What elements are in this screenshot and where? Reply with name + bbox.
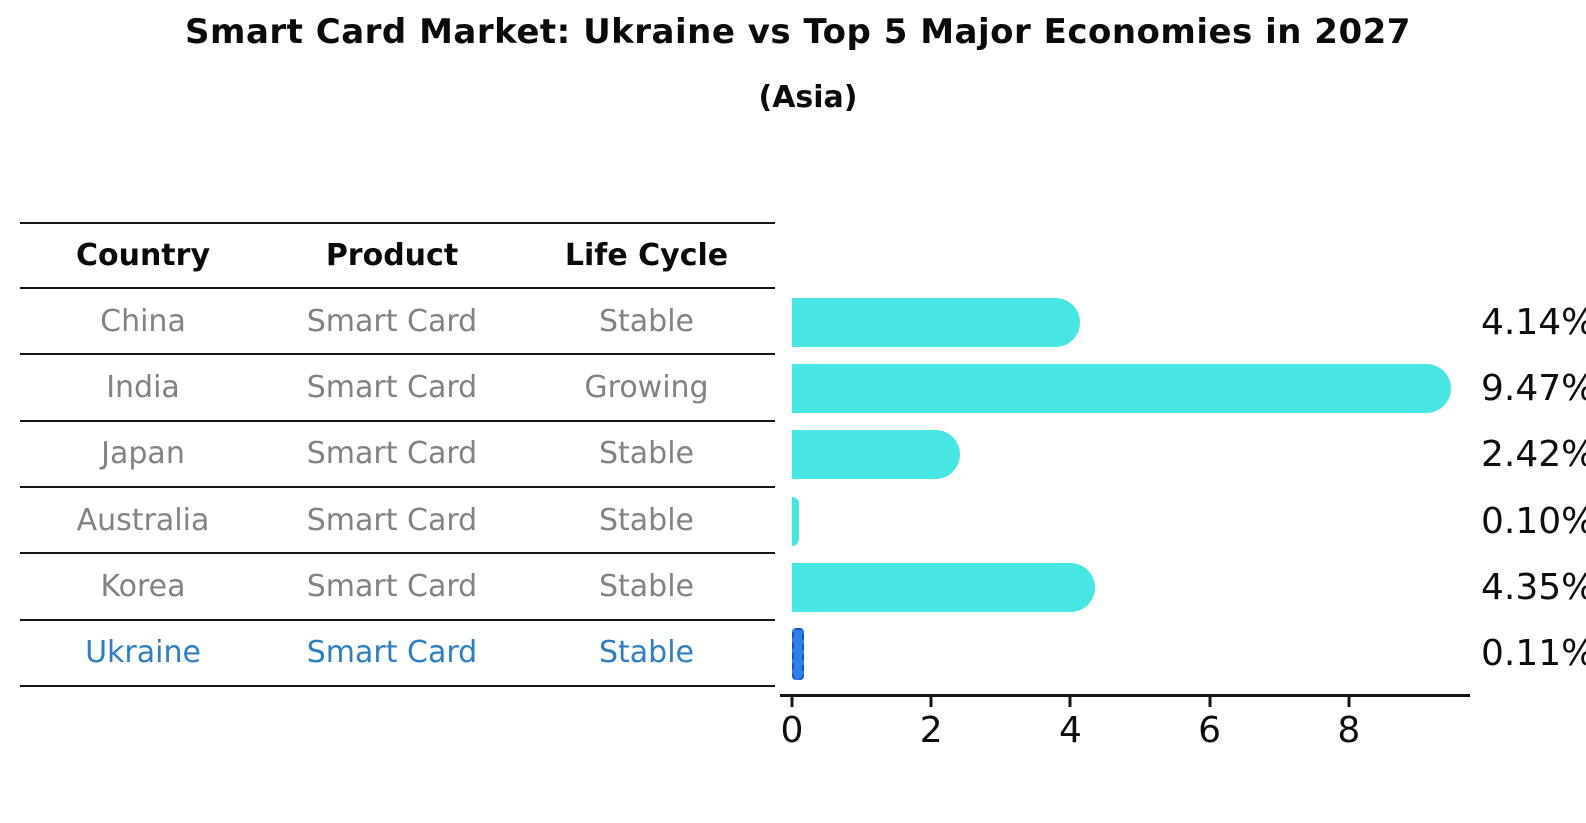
life-cycle-cell: Stable: [598, 635, 695, 671]
x-tick-label: 6: [1198, 710, 1222, 751]
value-label-japan: 2.42%: [1481, 434, 1586, 476]
bar-australia: [792, 496, 799, 546]
life-cycle-cell: Growing: [584, 369, 709, 405]
bar-row-india: 9.47%: [792, 355, 1586, 421]
bar-row-china: 4.14%: [792, 289, 1586, 355]
life-cycle-cell: Stable: [598, 436, 695, 472]
value-label-china: 4.14%: [1481, 301, 1586, 343]
life-cycle-cell: Stable: [598, 303, 695, 339]
x-tick-label: 4: [1058, 710, 1082, 751]
bar-india: [792, 363, 1452, 413]
value-label-ukraine: 0.11%: [1481, 633, 1586, 675]
column-header-country: Country: [75, 238, 211, 273]
life-cycle-cell: Stable: [598, 568, 695, 604]
country-cell: Korea: [100, 568, 186, 604]
chart-subtitle: (Asia): [758, 80, 858, 115]
product-cell: Smart Card: [306, 369, 478, 405]
value-label-korea: 4.35%: [1481, 566, 1586, 608]
bar-row-japan: 2.42%: [792, 422, 1586, 488]
country-cell: Japan: [101, 436, 185, 472]
bar-korea: [792, 562, 1095, 612]
table-row-ukraine: Ukraine Smart Card Stable: [20, 621, 775, 687]
x-tick: [790, 697, 794, 707]
table-row-australia: Australia Smart Card Stable: [20, 488, 775, 555]
bar-row-australia: 0.10%: [792, 488, 1586, 554]
bar-plot-area: 4.14% 9.47% 2.42% 0.10% 4.35% 0.11%: [792, 289, 1586, 687]
bar-ukraine-highlighted: [792, 627, 804, 680]
country-table: Country Product Life Cycle China Smart C…: [20, 222, 775, 687]
table-row-india: India Smart Card Growing: [20, 355, 775, 422]
bar-row-korea: 4.35%: [792, 554, 1586, 620]
country-cell: China: [100, 303, 186, 339]
bar-row-ukraine: 0.11%: [792, 621, 1586, 687]
country-cell: India: [106, 369, 180, 405]
x-axis-line: [780, 694, 1470, 697]
bar-china: [792, 297, 1081, 347]
country-cell: Ukraine: [85, 635, 201, 671]
table-row-japan: Japan Smart Card Stable: [20, 422, 775, 488]
x-tick: [1347, 697, 1351, 707]
x-tick: [929, 697, 933, 707]
x-axis-ticks: 0 2 4 6 8: [781, 697, 1486, 757]
life-cycle-cell: Stable: [598, 502, 695, 538]
table-row-china: China Smart Card Stable: [20, 289, 775, 356]
x-tick: [1208, 697, 1212, 707]
product-cell: Smart Card: [306, 502, 478, 538]
column-header-life-cycle: Life Cycle: [564, 238, 729, 273]
value-label-australia: 0.10%: [1481, 500, 1586, 542]
bar-japan: [792, 430, 961, 480]
x-tick: [1068, 697, 1072, 707]
x-tick-label: 2: [919, 710, 943, 751]
country-cell: Australia: [76, 502, 210, 538]
column-header-product: Product: [325, 238, 459, 273]
x-tick-label: 8: [1337, 710, 1361, 751]
product-cell: Smart Card: [306, 436, 478, 472]
x-tick-label: 0: [780, 710, 804, 751]
table-row-korea: Korea Smart Card Stable: [20, 554, 775, 621]
value-label-india: 9.47%: [1481, 367, 1586, 409]
product-cell: Smart Card: [306, 303, 478, 339]
table-header-row: Country Product Life Cycle: [20, 222, 775, 289]
chart-title: Smart Card Market: Ukraine vs Top 5 Majo…: [185, 12, 1411, 52]
product-cell: Smart Card: [306, 568, 478, 604]
product-cell: Smart Card: [306, 635, 478, 671]
